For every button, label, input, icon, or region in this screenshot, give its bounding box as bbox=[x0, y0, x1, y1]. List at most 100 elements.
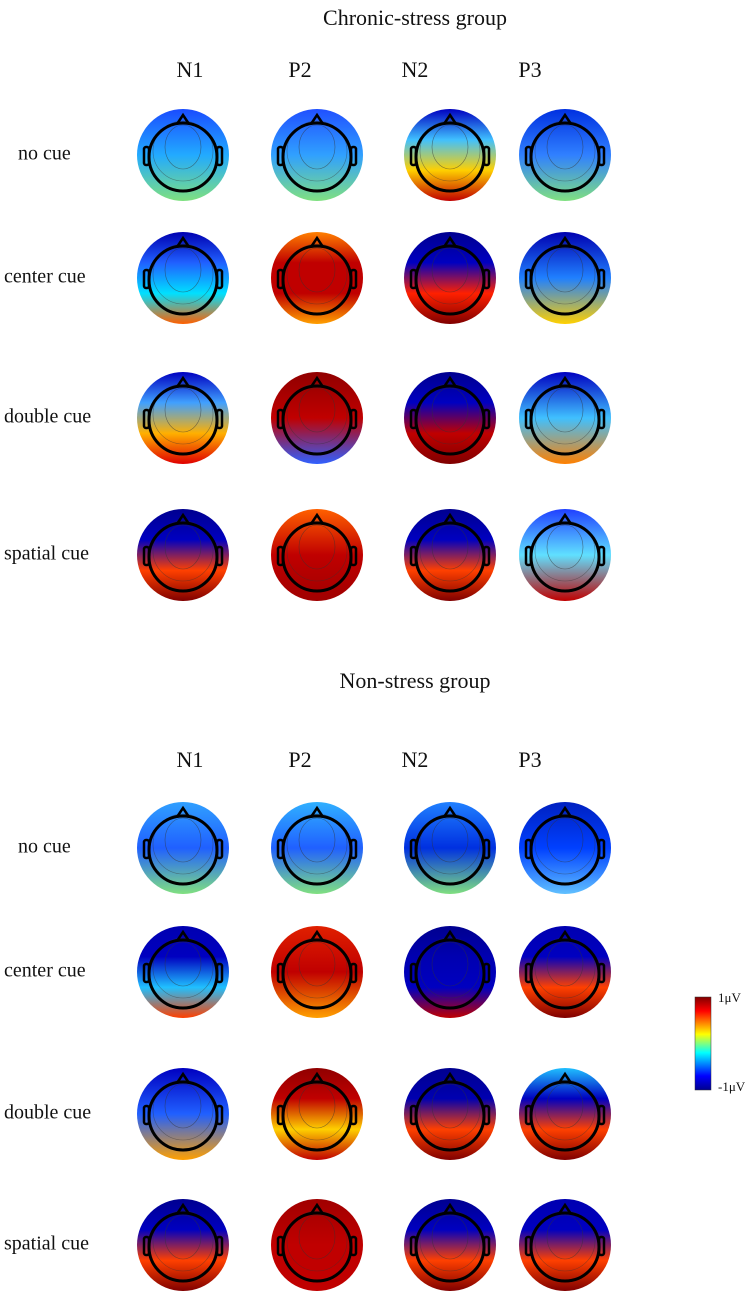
nose bbox=[309, 512, 325, 525]
contour bbox=[419, 520, 481, 582]
ear bbox=[142, 1235, 151, 1257]
colorbar-min: -1μV bbox=[718, 1079, 746, 1094]
ear bbox=[409, 838, 418, 860]
nose bbox=[557, 112, 573, 125]
ear bbox=[524, 962, 533, 984]
ear bbox=[276, 408, 285, 430]
contour bbox=[298, 1214, 336, 1260]
ear bbox=[142, 1104, 151, 1126]
ear bbox=[597, 145, 606, 167]
column-header: N2 bbox=[402, 57, 429, 82]
nose bbox=[557, 805, 573, 818]
ear bbox=[142, 268, 151, 290]
topomap bbox=[137, 926, 229, 1018]
topomap bbox=[137, 1068, 229, 1160]
topomap bbox=[404, 1199, 496, 1291]
contour bbox=[286, 937, 348, 999]
topomap bbox=[404, 802, 496, 894]
contour bbox=[164, 247, 202, 293]
nose bbox=[175, 512, 191, 525]
nose bbox=[442, 375, 458, 388]
colorbar-max: 1μV bbox=[718, 990, 741, 1005]
topomap bbox=[404, 232, 496, 324]
row-label: spatial cue bbox=[4, 1233, 89, 1255]
ear bbox=[276, 962, 285, 984]
contour bbox=[298, 1083, 336, 1129]
ear bbox=[482, 545, 491, 567]
contour bbox=[419, 243, 481, 305]
contour bbox=[164, 1214, 202, 1260]
contour bbox=[152, 1210, 214, 1272]
row-label: center cue bbox=[4, 960, 86, 982]
row-label: center cue bbox=[4, 266, 86, 288]
ear bbox=[215, 408, 224, 430]
contour bbox=[164, 941, 202, 987]
ear bbox=[597, 545, 606, 567]
contour bbox=[286, 243, 348, 305]
row-label: double cue bbox=[4, 1102, 91, 1124]
ear bbox=[142, 838, 151, 860]
topomap bbox=[519, 109, 611, 201]
ear bbox=[409, 962, 418, 984]
contour bbox=[286, 813, 348, 875]
ear bbox=[409, 545, 418, 567]
column-header: N1 bbox=[177, 57, 204, 82]
topomap bbox=[519, 802, 611, 894]
ear bbox=[482, 268, 491, 290]
topomap bbox=[137, 1199, 229, 1291]
ear bbox=[597, 962, 606, 984]
ear bbox=[482, 962, 491, 984]
ear bbox=[276, 145, 285, 167]
ear bbox=[215, 962, 224, 984]
contour bbox=[419, 1210, 481, 1272]
contour bbox=[534, 120, 596, 182]
contour bbox=[546, 524, 584, 570]
column-header: N1 bbox=[177, 747, 204, 772]
nose bbox=[309, 1071, 325, 1084]
topomap bbox=[404, 109, 496, 201]
nose bbox=[557, 1071, 573, 1084]
contour bbox=[546, 941, 584, 987]
ear bbox=[142, 962, 151, 984]
contour bbox=[431, 247, 469, 293]
topomap bbox=[137, 109, 229, 201]
contour bbox=[152, 520, 214, 582]
topomap bbox=[519, 372, 611, 464]
nose bbox=[175, 805, 191, 818]
column-header: P3 bbox=[518, 57, 541, 82]
ear bbox=[215, 1235, 224, 1257]
ear bbox=[524, 1235, 533, 1257]
row-label: spatial cue bbox=[4, 543, 89, 565]
contour bbox=[419, 937, 481, 999]
nose bbox=[175, 1071, 191, 1084]
contour bbox=[164, 387, 202, 433]
contour bbox=[534, 1210, 596, 1272]
ear bbox=[597, 408, 606, 430]
contour bbox=[431, 1214, 469, 1260]
nose bbox=[175, 375, 191, 388]
topomap bbox=[519, 509, 611, 601]
contour bbox=[164, 1083, 202, 1129]
contour bbox=[298, 941, 336, 987]
contour bbox=[431, 941, 469, 987]
nose bbox=[309, 375, 325, 388]
contour bbox=[534, 813, 596, 875]
ear bbox=[349, 545, 358, 567]
topomap bbox=[519, 1199, 611, 1291]
topomap bbox=[271, 372, 363, 464]
nose bbox=[175, 929, 191, 942]
ear bbox=[524, 1104, 533, 1126]
contour bbox=[534, 937, 596, 999]
ear bbox=[409, 1104, 418, 1126]
contour bbox=[164, 524, 202, 570]
topomap bbox=[271, 802, 363, 894]
contour bbox=[152, 1079, 214, 1141]
column-header: P2 bbox=[288, 747, 311, 772]
group-title: Chronic-stress group bbox=[323, 5, 507, 30]
nose bbox=[442, 1071, 458, 1084]
nose bbox=[175, 112, 191, 125]
ear bbox=[349, 408, 358, 430]
contour bbox=[546, 1214, 584, 1260]
nose bbox=[309, 805, 325, 818]
nose bbox=[442, 235, 458, 248]
